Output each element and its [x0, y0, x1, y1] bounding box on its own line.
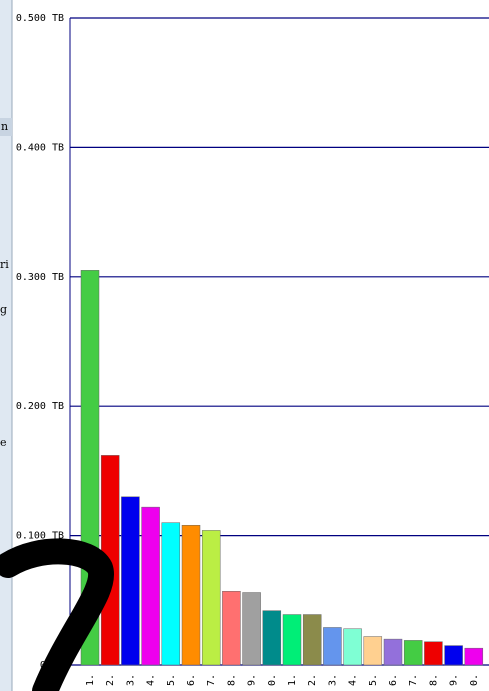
x-tick-label: 2. [105, 674, 116, 686]
x-tick-label: 4. [348, 674, 359, 686]
bar [121, 496, 140, 666]
bar [201, 530, 221, 666]
bar [343, 628, 362, 666]
bar [323, 627, 342, 666]
x-tick-label: 0. [267, 674, 278, 686]
x-tick-label: 4. [146, 674, 157, 686]
x-tick-label: 9. [449, 674, 460, 686]
bar [444, 645, 463, 666]
bar [282, 614, 302, 666]
scribble [0, 538, 115, 691]
x-tick-label: 1. [287, 674, 298, 686]
x-tick-label: 0. [469, 674, 480, 686]
x-tick-label: 1. [85, 674, 96, 686]
x-tick-label: 5. [166, 674, 177, 686]
bar [242, 592, 261, 666]
sidebar-row [0, 118, 12, 136]
bar [464, 647, 484, 666]
bar [403, 640, 423, 666]
y-tick-label: 0.300 TB [16, 272, 64, 283]
x-tick-label: 3. [327, 674, 338, 686]
sidebar: n ri g e [0, 0, 13, 691]
y-tick-label: 0.500 TB [16, 13, 64, 24]
bar [181, 524, 201, 666]
bar [262, 610, 282, 666]
y-tick-label: 0.200 TB [16, 401, 64, 412]
y-tick-label: 0.400 TB [16, 142, 64, 153]
bar [424, 641, 443, 666]
x-tick-label: 8. [226, 674, 237, 686]
bar [222, 590, 241, 666]
x-tick-label: 8. [428, 674, 439, 686]
x-tick-label: 6. [186, 674, 197, 686]
x-tick-label: 3. [125, 674, 136, 686]
bar [363, 636, 383, 666]
x-tick-label: 6. [388, 674, 399, 686]
sidebar-fragment: n [1, 120, 8, 133]
x-tick-label: 7. [206, 674, 217, 686]
y-tick-label: 0.100 TB [16, 531, 64, 542]
x-tick-label: 5. [368, 674, 379, 686]
x-tick-label: 7. [408, 674, 419, 686]
sidebar-fragment: g [0, 303, 7, 316]
x-tick-label: 9. [247, 674, 258, 686]
bar [383, 638, 403, 666]
bar [141, 506, 160, 666]
sidebar-fragment: ri [0, 258, 9, 271]
sidebar-panel [0, 0, 12, 691]
bar [161, 522, 181, 666]
sidebar-fragment: e [0, 436, 7, 449]
x-tick-label: 2. [307, 674, 318, 686]
bar [302, 614, 322, 666]
